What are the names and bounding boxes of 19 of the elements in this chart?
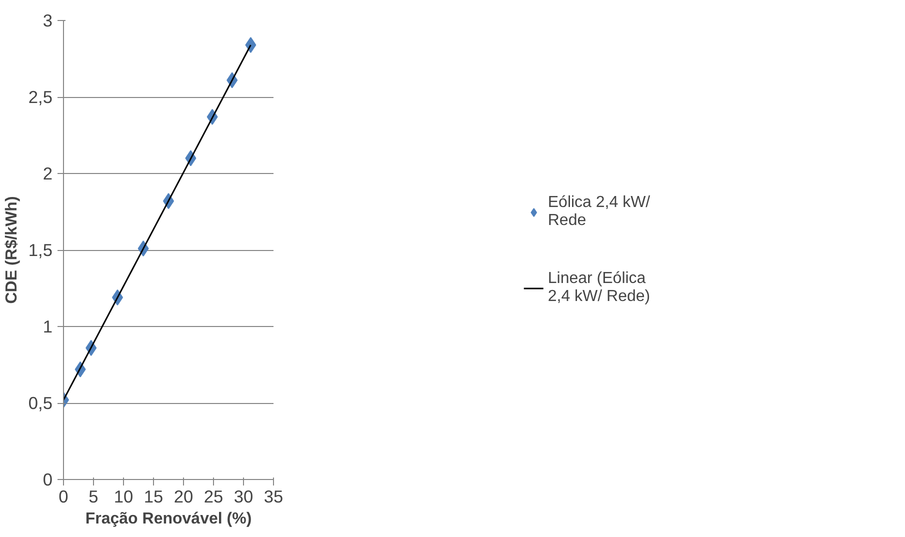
- x-tick-label: 20: [174, 486, 194, 506]
- y-tick-label: 1: [42, 316, 53, 336]
- y-tick-label: 2,5: [28, 87, 53, 107]
- y-tick-label: 0,5: [28, 393, 53, 413]
- x-tick-label: 5: [88, 486, 98, 506]
- x-tick-label: 30: [234, 486, 254, 506]
- x-tick-label: 15: [144, 486, 164, 506]
- x-tick-label: 10: [114, 486, 134, 506]
- x-tick-label: 0: [58, 486, 68, 506]
- y-tick-label: 2: [42, 164, 53, 184]
- legend-label: Eólica 2,4 kW/ Rede: [548, 194, 650, 230]
- x-tick-label: 25: [204, 486, 224, 506]
- x-tick-label: 35: [264, 486, 284, 506]
- x-axis-title: Fração Renovável (%): [85, 510, 252, 528]
- y-axis-title: CDE (R$/kWh): [3, 196, 20, 304]
- y-tick-label: 3: [42, 10, 53, 30]
- legend-label: Linear (Eólica 2,4 kW/ Rede): [548, 270, 650, 306]
- y-tick-label: 0: [42, 470, 53, 490]
- y-tick-label: 1,5: [28, 240, 53, 260]
